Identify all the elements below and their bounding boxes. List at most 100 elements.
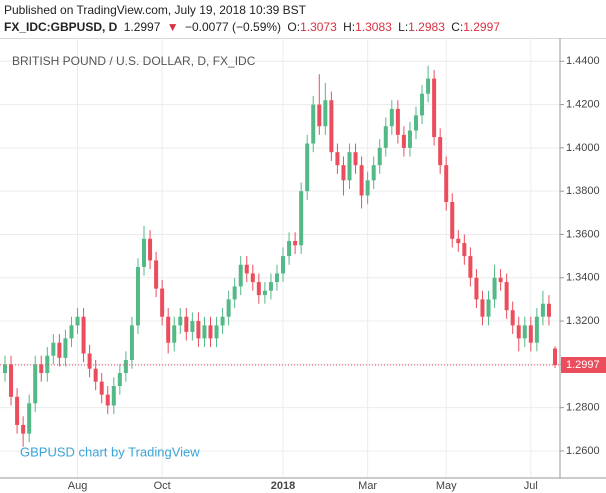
candle-body xyxy=(184,316,189,332)
y-tick-label: 1.3800 xyxy=(566,185,600,197)
y-tick-label: 1.4000 xyxy=(566,142,600,154)
candle-body xyxy=(93,368,98,382)
candle-body xyxy=(15,396,20,425)
quote-line: FX_IDC:GBPUSD, D 1.2997 ▼ −0.0077 (−0.59… xyxy=(4,20,503,34)
low-value: 1.2983 xyxy=(408,20,445,34)
candle-body xyxy=(287,240,292,257)
candle-body xyxy=(142,238,147,267)
x-tick-label: 2018 xyxy=(271,480,295,492)
x-tick-label: May xyxy=(436,480,457,492)
x-tick-label: Oct xyxy=(154,480,171,492)
candle-body xyxy=(534,316,539,343)
candle-body xyxy=(178,316,183,326)
candle-body xyxy=(154,260,159,289)
candle-body xyxy=(256,282,261,296)
chart-title: BRITISH POUND / U.S. DOLLAR, D, FX_IDC xyxy=(12,54,256,68)
y-tick-label: 1.4400 xyxy=(566,55,600,67)
published-note: Published on TradingView.com, July 19, 2… xyxy=(4,3,306,17)
candle-body xyxy=(401,134,406,148)
candle-body xyxy=(486,299,491,317)
candle-body xyxy=(413,115,418,131)
x-tick-label: Jul xyxy=(524,480,538,492)
candle-body xyxy=(456,238,461,244)
candle-body xyxy=(317,104,322,127)
candle-body xyxy=(365,180,370,196)
y-tick-label: 1.2800 xyxy=(566,402,600,414)
chart: BRITISH POUND / U.S. DOLLAR, D, FX_IDC G… xyxy=(0,38,606,492)
change-arrow: ▼ xyxy=(166,20,179,34)
candle-body xyxy=(522,325,527,339)
candle-body xyxy=(244,264,249,274)
candle-body xyxy=(87,353,92,369)
candle-body xyxy=(9,364,14,397)
candle-body xyxy=(172,325,177,343)
candle-body xyxy=(262,290,267,296)
candle-body xyxy=(432,78,437,138)
candle-body xyxy=(444,165,449,202)
candle-body xyxy=(474,277,479,300)
candle-body xyxy=(299,191,304,246)
candle-body xyxy=(27,403,32,434)
candle-body xyxy=(335,152,340,166)
candle-body xyxy=(129,325,134,361)
candle-body xyxy=(395,108,400,135)
candle-body xyxy=(528,325,533,343)
candle-body xyxy=(232,286,237,300)
candle-body xyxy=(546,303,551,317)
candle-body xyxy=(420,93,425,116)
candle-body xyxy=(45,355,50,374)
candle-body xyxy=(105,394,110,406)
price: 1.2997 xyxy=(123,20,161,34)
candle-body xyxy=(75,316,80,326)
candle-body xyxy=(111,385,116,406)
y-tick-label: 1.4200 xyxy=(566,98,600,110)
candle-body xyxy=(450,201,455,239)
candle-body xyxy=(250,273,255,283)
candle-body xyxy=(63,338,68,358)
candle-body xyxy=(57,342,62,358)
candle-body xyxy=(166,316,171,343)
candle-body xyxy=(383,126,388,148)
candle-body xyxy=(220,316,225,326)
y-tick-label: 1.3600 xyxy=(566,228,600,240)
candle-body xyxy=(468,256,473,278)
candle-body xyxy=(214,325,219,339)
candle-body xyxy=(202,325,207,339)
candle-body xyxy=(371,165,376,181)
candle-body xyxy=(540,303,545,317)
high-value: 1.3083 xyxy=(355,20,392,34)
candle-body xyxy=(196,321,201,339)
header: Published on TradingView.com, July 19, 2… xyxy=(0,0,606,39)
y-tick-label: 1.3400 xyxy=(566,272,600,284)
low-label: L: xyxy=(398,20,409,34)
candle-body xyxy=(389,108,394,127)
candle-body xyxy=(407,130,412,148)
close-label: C: xyxy=(451,20,464,34)
candle-body xyxy=(492,277,497,300)
candle-body xyxy=(99,381,104,395)
candle-body xyxy=(21,424,26,434)
high-label: H: xyxy=(343,20,356,34)
candle-body xyxy=(208,325,213,339)
y-tick-label: 1.3200 xyxy=(566,315,600,327)
candle-body xyxy=(426,78,431,94)
candle-body xyxy=(516,325,521,339)
candle-body xyxy=(69,325,74,339)
candle-body xyxy=(39,364,44,374)
watermark: GBPUSD chart by TradingView xyxy=(20,444,200,459)
candle-body xyxy=(341,165,346,181)
candle-body xyxy=(480,299,485,317)
candle-body xyxy=(438,137,443,166)
candle-body xyxy=(268,282,273,291)
candle-body xyxy=(190,321,195,332)
last-price-label: 1.2997 xyxy=(566,359,600,371)
change: −0.0077 (−0.59%) xyxy=(184,20,282,34)
candle-body xyxy=(81,316,86,354)
open-label: O: xyxy=(287,20,301,34)
candle-body xyxy=(123,360,128,374)
candle-body xyxy=(377,147,382,166)
candle-body xyxy=(323,100,328,127)
last-price-tag xyxy=(561,356,606,373)
symbol: FX_IDC:GBPUSD, D xyxy=(4,20,118,34)
